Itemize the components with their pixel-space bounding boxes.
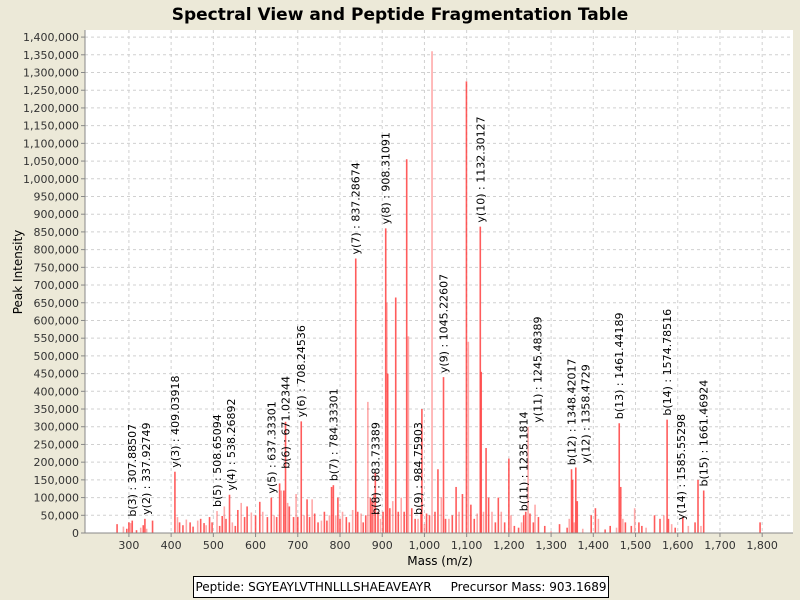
y-tick-label: 200,000 [34,456,80,469]
y-tick-label: 1,050,000 [23,155,79,168]
fragment-ion-label: y(2) : 337.92749 [140,423,153,515]
fragment-ion-label: y(12) : 1358.4729 [580,364,593,463]
x-tick-label: 1,000 [409,539,441,552]
x-tick-label: 900 [372,539,393,552]
x-tick-label: 300 [118,539,139,552]
y-tick-label: 250,000 [34,438,80,451]
y-tick-label: 950,000 [34,190,80,203]
fragment-ion-label: b(7) : 784.33301 [327,388,340,481]
y-tick-label: 500,000 [34,350,80,363]
chart-title: Spectral View and Peptide Fragmentation … [172,5,629,25]
y-tick-label: 450,000 [34,368,80,381]
y-tick-label: 650,000 [34,297,80,310]
fragment-ion-label: b(13) : 1461.44189 [613,312,626,419]
x-tick-label: 500 [203,539,224,552]
y-tick-label: 300,000 [34,421,80,434]
fragment-ion-label: y(3) : 409.03918 [169,375,182,467]
x-tick-label: 1,800 [746,539,778,552]
x-tick-label: 1,300 [535,539,567,552]
y-tick-label: 1,300,000 [23,67,79,80]
peptide-sequence: Peptide: SGYEAYLVTHNLLLSHAEAVEAYR [195,580,432,594]
y-tick-label: 1,400,000 [23,31,79,44]
y-tick-label: 600,000 [34,314,80,327]
fragment-ion-label: b(15) : 1661.46924 [698,380,711,487]
fragment-ion-label: y(11) : 1245.48389 [532,316,545,422]
y-tick-label: 400,000 [34,385,80,398]
y-tick-label: 1,350,000 [23,49,79,62]
peptide-info-box: Peptide: SGYEAYLVTHNLLLSHAEAVEAYR Precur… [193,576,609,598]
x-tick-label: 1,200 [493,539,525,552]
fragment-ion-label: y(4) : 538.26892 [225,398,238,490]
x-tick-label: 1,700 [704,539,736,552]
y-tick-label: 150,000 [34,474,80,487]
fragment-ion-label: y(6) : 708.24536 [295,325,308,417]
x-tick-label: 1,400 [578,539,610,552]
fragment-ion-label: y(9) : 1045.22607 [438,274,451,373]
y-tick-label: 1,250,000 [23,84,79,97]
y-tick-label: 0 [72,527,79,540]
y-tick-label: 850,000 [34,226,80,239]
y-tick-label: 900,000 [34,208,80,221]
y-tick-label: 100,000 [34,492,80,505]
x-tick-label: 400 [161,539,182,552]
x-tick-label: 700 [287,539,308,552]
y-tick-label: 550,000 [34,332,80,345]
fragment-ion-label: b(9) : 984.75903 [412,422,425,515]
y-tick-label: 1,000,000 [23,173,79,186]
fragment-ion-label: b(6) : 671.02344 [280,376,293,469]
x-tick-label: 1,500 [620,539,652,552]
fragment-ion-label: b(5) : 508.65094 [211,414,224,507]
y-tick-label: 750,000 [34,261,80,274]
fragment-ion-label: y(14) : 1585.55298 [675,414,688,520]
y-tick-label: 1,150,000 [23,120,79,133]
y-tick-label: 350,000 [34,403,80,416]
fragment-ion-label: b(14) : 1574.78516 [661,309,674,416]
y-tick-label: 1,100,000 [23,137,79,150]
plot-area [85,30,793,533]
y-tick-label: 700,000 [34,279,80,292]
fragment-ion-label: b(8) : 883.73389 [369,422,382,515]
x-tick-label: 600 [245,539,266,552]
fragment-ion-label: y(8) : 908.31091 [380,132,393,224]
fragment-ion-label: y(7) : 837.28674 [350,162,363,254]
y-tick-label: 50,000 [41,509,80,522]
fragment-ion-label: y(10) : 1132.30127 [474,116,487,222]
x-tick-label: 1,100 [451,539,483,552]
y-tick-label: 1,200,000 [23,102,79,115]
fragment-ion-label: y(5) : 637.33301 [265,401,278,493]
y-axis-label: Peak Intensity [11,230,25,315]
x-tick-label: 800 [329,539,350,552]
x-axis-label: Mass (m/z) [407,554,472,568]
fragment-ion-label: b(3) : 307.88507 [126,424,139,517]
y-tick-label: 800,000 [34,244,80,257]
precursor-mass: Precursor Mass: 903.1689 [450,580,607,594]
x-tick-label: 1,600 [662,539,694,552]
fragment-ion-label: b(12) : 1348.42017 [566,358,579,465]
fragment-ion-label: b(11) : 1235.1814 [518,412,531,512]
